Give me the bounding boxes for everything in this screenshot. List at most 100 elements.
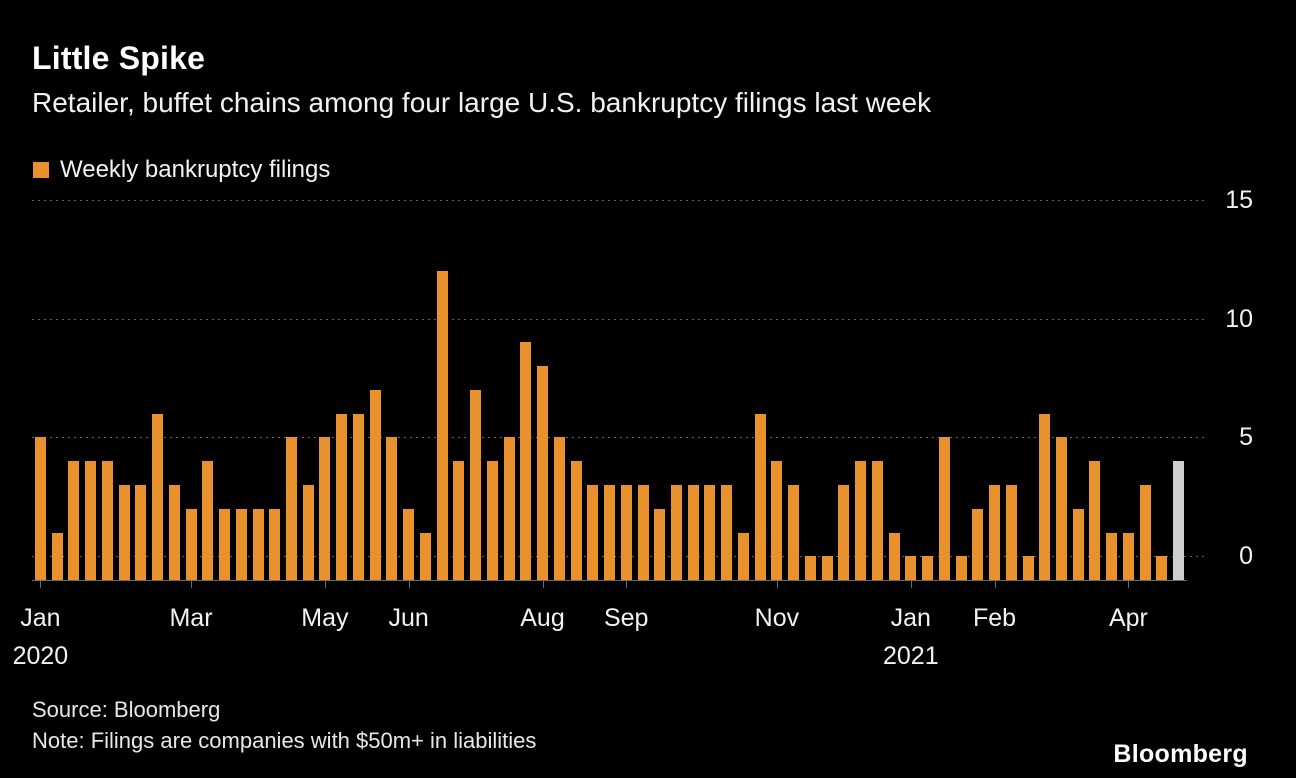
bar <box>135 484 147 580</box>
x-tick-label: Jan <box>20 604 61 632</box>
x-tick <box>910 580 912 588</box>
bar <box>436 271 448 580</box>
chart-subtitle: Retailer, buffet chains among four large… <box>32 87 932 118</box>
chart-title: Little Spike <box>32 40 206 76</box>
bar <box>570 461 582 580</box>
x-tick <box>994 580 996 588</box>
source-text: Source: Bloomberg <box>32 697 221 722</box>
legend: Weekly bankruptcy filings <box>33 156 330 184</box>
bar <box>369 389 381 580</box>
bar <box>955 556 967 580</box>
x-tick <box>40 580 42 588</box>
y-axis-labels: 0 5 10 15 <box>1195 186 1253 580</box>
bar <box>386 437 398 580</box>
gridline <box>32 318 1208 320</box>
bar <box>286 437 297 580</box>
bar <box>671 484 682 580</box>
bar <box>620 484 632 580</box>
bar <box>855 461 867 580</box>
legend-swatch-icon <box>33 162 49 178</box>
bar <box>838 484 850 580</box>
bar <box>788 484 800 580</box>
bar <box>1122 532 1134 580</box>
bar <box>219 508 230 580</box>
gridline <box>32 556 1208 558</box>
bar <box>34 437 46 580</box>
bar <box>520 342 532 580</box>
y-tick-label: 0 <box>1239 542 1253 571</box>
gridline <box>32 437 1208 439</box>
bar <box>1106 532 1118 580</box>
bar <box>604 484 615 580</box>
x-tick <box>776 580 778 588</box>
bar <box>101 461 113 580</box>
bar <box>737 532 749 580</box>
bar <box>453 461 465 580</box>
plot-area <box>32 195 1208 581</box>
y-tick-label: 15 <box>1225 185 1253 214</box>
legend-label: Weekly bankruptcy filings <box>60 156 331 183</box>
x-tick <box>626 580 628 588</box>
bar <box>553 437 565 580</box>
x-tick <box>191 580 192 588</box>
bar <box>470 389 482 580</box>
x-year-label: 2020 <box>12 642 69 670</box>
bar <box>972 508 984 580</box>
x-tick-label: Aug <box>520 604 565 632</box>
bar <box>721 484 733 580</box>
bar <box>587 484 599 580</box>
bar <box>637 484 649 580</box>
x-tick-label: May <box>301 604 349 632</box>
bar <box>771 461 783 580</box>
bar <box>537 366 548 580</box>
x-tick-label: Apr <box>1108 604 1148 632</box>
bar <box>871 461 883 580</box>
bar <box>269 508 281 580</box>
bar <box>1089 461 1101 580</box>
bar <box>888 532 900 580</box>
gridline <box>32 199 1208 201</box>
x-tick-label: Sep <box>603 604 649 632</box>
bar <box>85 461 97 580</box>
bar <box>754 413 766 580</box>
bar <box>804 556 816 580</box>
y-tick-label: 10 <box>1225 304 1253 333</box>
x-axis: Jan 2020 Mar May Jun Aug Sep Nov Jan 2021 Feb Apr <box>13 580 1187 690</box>
bar <box>319 437 331 580</box>
bar <box>302 484 314 580</box>
bar <box>336 413 348 580</box>
bar <box>202 461 214 580</box>
bar <box>252 508 264 580</box>
bar <box>989 484 1000 580</box>
x-tick-label: Jun <box>388 604 429 632</box>
x-tick-label: Feb <box>972 604 1017 632</box>
bar <box>118 484 130 580</box>
bar <box>922 556 933 580</box>
bar <box>152 413 163 580</box>
bar <box>486 461 498 580</box>
bloomberg-logo: Bloomberg <box>1113 740 1248 768</box>
bar <box>185 508 197 580</box>
bar <box>1022 556 1034 580</box>
bar <box>403 508 415 580</box>
bar <box>68 461 80 580</box>
y-tick-label: 5 <box>1239 423 1253 452</box>
x-tick <box>1128 580 1130 588</box>
bar <box>704 484 716 580</box>
bar <box>821 556 833 580</box>
bar <box>235 508 247 580</box>
bar <box>1072 508 1084 580</box>
bar <box>1056 437 1067 580</box>
bar <box>419 532 431 580</box>
x-tick-label: Nov <box>754 604 800 632</box>
bar <box>1039 413 1051 580</box>
x-tick-label: Jan <box>890 604 931 632</box>
x-tick <box>324 580 326 588</box>
bar <box>938 437 950 580</box>
bar <box>654 508 666 580</box>
x-tick-label: Mar <box>169 604 213 632</box>
bar <box>1139 484 1151 580</box>
bar <box>1156 556 1168 580</box>
bar <box>687 484 699 580</box>
